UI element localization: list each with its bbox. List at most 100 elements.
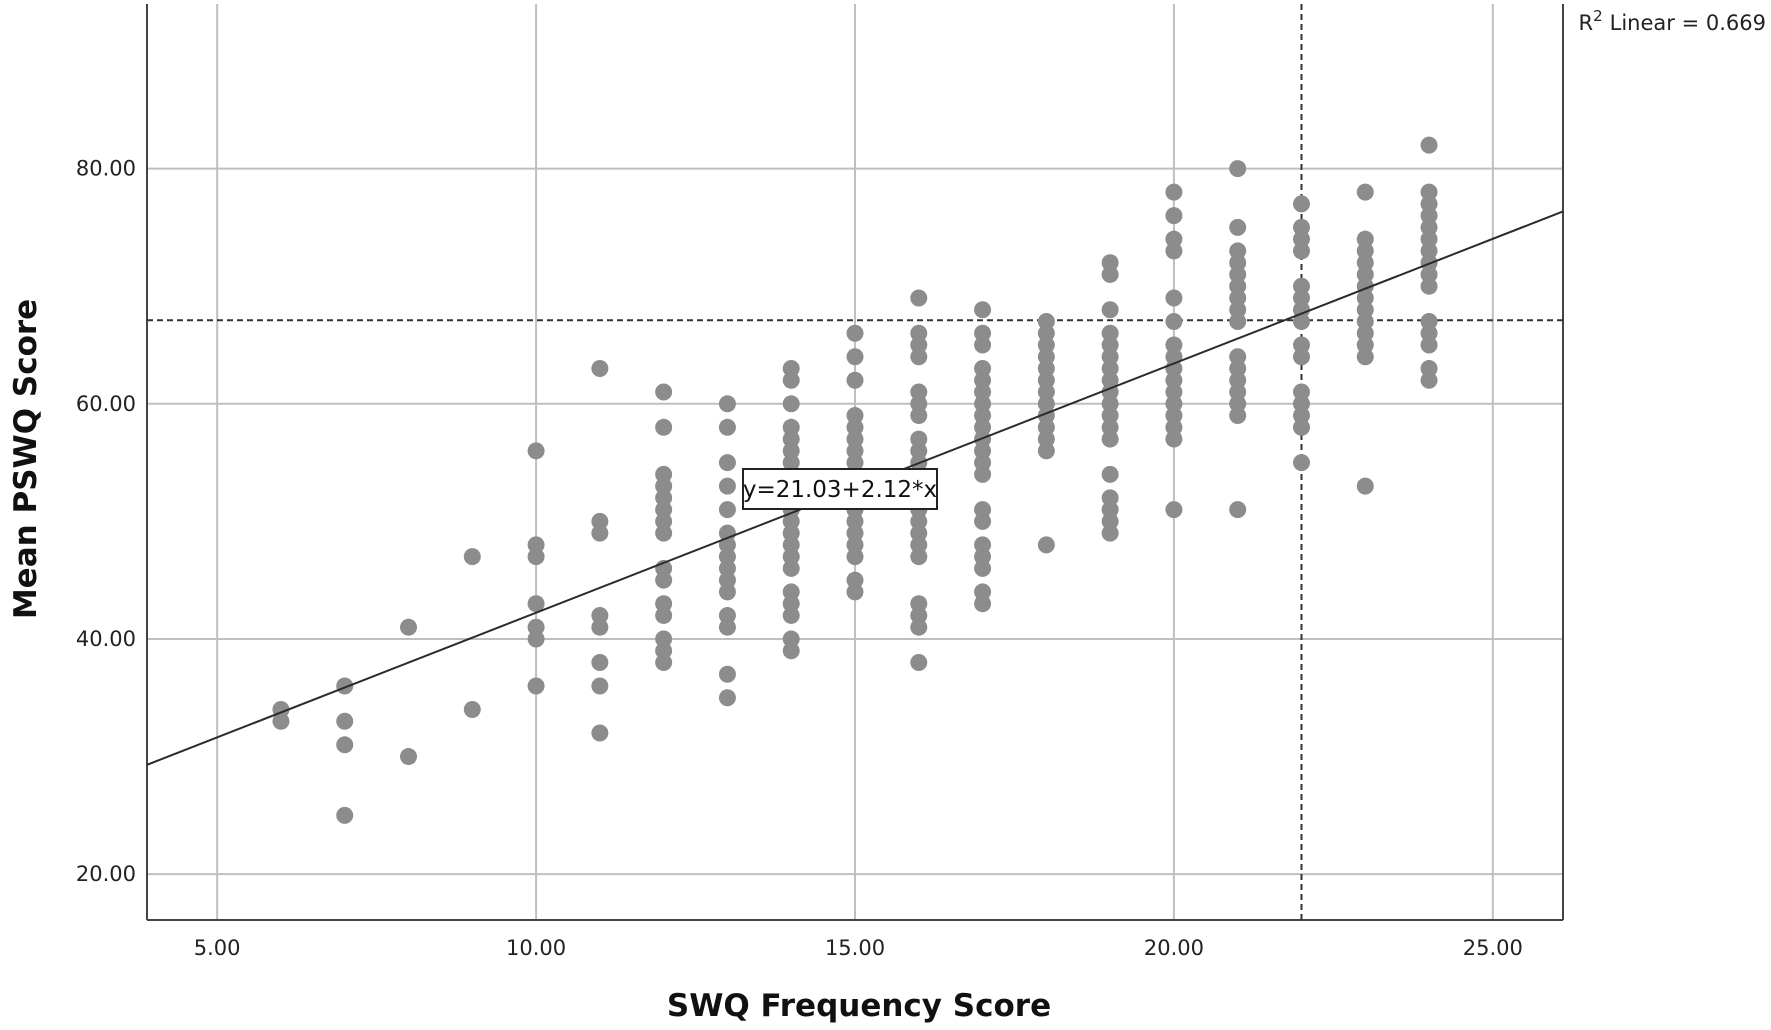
data-point [527, 595, 545, 613]
data-point [1037, 312, 1055, 330]
data-point [846, 348, 864, 366]
data-point [782, 371, 800, 389]
data-point [1420, 136, 1438, 154]
data-point [1420, 265, 1438, 283]
data-point [1420, 195, 1438, 213]
data-point [1292, 418, 1310, 436]
data-point [1165, 383, 1183, 401]
data-point [782, 395, 800, 413]
data-point [910, 548, 928, 566]
data-point [1292, 218, 1310, 236]
data-point [974, 360, 992, 378]
data-point [974, 583, 992, 601]
data-point [1229, 289, 1247, 307]
data-point [1292, 195, 1310, 213]
data-point [910, 606, 928, 624]
x-tick-labels: 5.00 10.00 15.00 20.00 25.00 [194, 936, 1523, 960]
data-point [591, 724, 609, 742]
data-point [1420, 230, 1438, 248]
data-point [718, 548, 736, 566]
data-point [400, 748, 418, 766]
data-point [1101, 430, 1119, 448]
data-point [910, 336, 928, 354]
data-point [782, 418, 800, 436]
x-tick-label: 25.00 [1463, 936, 1523, 960]
data-point [846, 583, 864, 601]
data-point [1101, 489, 1119, 507]
data-point [718, 395, 736, 413]
data-point [1420, 277, 1438, 295]
data-point [655, 524, 673, 542]
data-point [1037, 395, 1055, 413]
data-point [1165, 207, 1183, 225]
data-point [1101, 407, 1119, 425]
data-point [782, 442, 800, 460]
data-point [846, 548, 864, 566]
data-point [1037, 348, 1055, 366]
data-point [1229, 265, 1247, 283]
data-point [1101, 512, 1119, 530]
data-point [1229, 395, 1247, 413]
data-point [1356, 242, 1374, 260]
data-point [655, 489, 673, 507]
data-point [1165, 418, 1183, 436]
data-point [846, 371, 864, 389]
data-point [974, 336, 992, 354]
data-point [1101, 465, 1119, 483]
data-point [1229, 383, 1247, 401]
data-point [1037, 324, 1055, 342]
data-point [1356, 265, 1374, 283]
data-point [1229, 218, 1247, 236]
data-point [1356, 301, 1374, 319]
data-point [1101, 501, 1119, 519]
data-point [1420, 336, 1438, 354]
data-point [782, 630, 800, 648]
data-point [718, 665, 736, 683]
data-point [1292, 395, 1310, 413]
data-point [591, 512, 609, 530]
fit-equation-text: y=21.03+2.12*x [743, 477, 937, 503]
data-point [1037, 418, 1055, 436]
data-point [1229, 277, 1247, 295]
data-point [1165, 242, 1183, 260]
data-point [910, 383, 928, 401]
data-point [272, 712, 290, 730]
data-point [1292, 336, 1310, 354]
data-point [974, 595, 992, 613]
data-point [1229, 360, 1247, 378]
data-point [846, 324, 864, 342]
data-point [910, 653, 928, 671]
data-point [1356, 336, 1374, 354]
data-point [1292, 301, 1310, 319]
data-point [846, 430, 864, 448]
data-point [1420, 312, 1438, 330]
data-point [718, 454, 736, 472]
data-point [846, 454, 864, 472]
data-point [1165, 289, 1183, 307]
data-point [1165, 230, 1183, 248]
data-point [846, 524, 864, 542]
data-point [718, 477, 736, 495]
data-point [1420, 207, 1438, 225]
data-point [1292, 289, 1310, 307]
data-point [1356, 324, 1374, 342]
data-point [910, 407, 928, 425]
data-point [591, 653, 609, 671]
fit-equation-label: y=21.03+2.12*x [742, 468, 938, 510]
y-tick-label: 80.00 [76, 157, 136, 181]
data-point [336, 806, 354, 824]
data-point [1420, 360, 1438, 378]
data-point [1356, 289, 1374, 307]
data-point [1101, 336, 1119, 354]
data-point [910, 512, 928, 530]
plot-frame [146, 4, 1564, 921]
data-point [974, 548, 992, 566]
data-point [1292, 230, 1310, 248]
data-point [655, 477, 673, 495]
data-point [655, 512, 673, 530]
data-point [336, 712, 354, 730]
data-point [910, 348, 928, 366]
data-point [974, 324, 992, 342]
fit-line-group: y=21.03+2.12*x [146, 210, 1564, 766]
